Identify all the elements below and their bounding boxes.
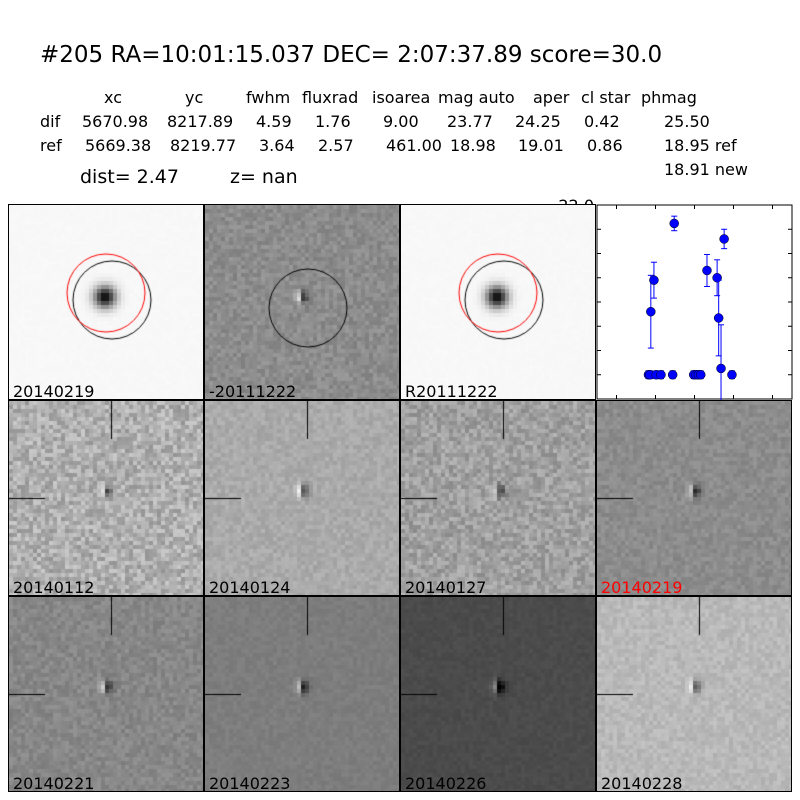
stamp-label: 20140223 — [209, 774, 291, 792]
stamp-image — [401, 401, 595, 595]
table-cell: 8217.89 — [167, 112, 234, 131]
stamp-image — [401, 597, 595, 791]
image-stamp[interactable]: R20111222 — [400, 204, 596, 400]
image-stamp[interactable]: 20140112 — [8, 400, 204, 596]
table-cell: 23.77 — [447, 112, 493, 131]
image-stamp[interactable]: 20140226 — [400, 596, 596, 792]
stamp-image — [205, 597, 399, 791]
table-cell: 0.86 — [587, 136, 623, 155]
data-point — [712, 273, 722, 283]
column-header: mag auto — [438, 88, 515, 107]
stamp-image — [9, 401, 203, 595]
stamp-image — [205, 401, 399, 595]
stamp-image — [401, 205, 595, 399]
data-point — [695, 370, 706, 380]
stamp-label: 20140219 — [13, 382, 95, 400]
table-cell: 1.76 — [315, 112, 351, 131]
row-label: dif — [40, 112, 61, 131]
table-cell: 18.98 — [450, 136, 496, 155]
image-stamp[interactable]: 20140219 — [8, 204, 204, 400]
data-point — [669, 218, 679, 229]
stamp-image — [9, 597, 203, 791]
data-point — [667, 370, 678, 380]
stamp-label: 20140219 — [601, 578, 683, 596]
phmag-new: 18.91 new — [664, 160, 748, 179]
column-header: cl star — [581, 88, 631, 107]
table-cell: 24.25 — [515, 112, 561, 131]
candidate-title: #205 RA=10:01:15.037 DEC= 2:07:37.89 sco… — [40, 42, 663, 68]
stamp-label: 20140112 — [13, 578, 95, 596]
column-header: phmag — [641, 88, 697, 107]
table-cell: 3.64 — [259, 136, 295, 155]
stamp-label: 20140124 — [209, 578, 291, 596]
column-header: yc — [185, 88, 204, 107]
table-cell: 0.42 — [584, 112, 620, 131]
plot-area — [596, 204, 793, 400]
data-point — [649, 275, 659, 285]
image-stamp[interactable]: 20140219 — [596, 400, 792, 596]
table-cell: 4.59 — [256, 112, 292, 131]
table-cell: 2.57 — [318, 136, 354, 155]
data-point — [656, 370, 666, 380]
table-cell: 5670.98 — [82, 112, 149, 131]
column-header: xc — [104, 88, 122, 107]
data-point — [646, 306, 656, 317]
data-point — [702, 265, 712, 276]
stamp-image — [597, 401, 791, 595]
column-header: fwhm — [246, 88, 291, 107]
stamp-label: R20111222 — [405, 382, 498, 400]
image-stamp[interactable]: 20140124 — [204, 400, 400, 596]
table-cell: 19.01 — [518, 136, 564, 155]
image-stamp[interactable]: 20140223 — [204, 596, 400, 792]
table-cell: 461.00 — [386, 136, 442, 155]
table-cell: 25.50 — [664, 112, 710, 131]
table-cell: 8219.77 — [170, 136, 237, 155]
image-stamp[interactable]: 20140228 — [596, 596, 792, 792]
data-point — [716, 363, 726, 374]
dist-text: dist= 2.47 — [80, 166, 179, 188]
table-cell: 9.00 — [383, 112, 419, 131]
column-header: fluxrad — [302, 88, 359, 107]
column-header: aper — [533, 88, 570, 107]
stamp-image — [9, 205, 203, 399]
z-text: z= nan — [230, 166, 298, 188]
data-point — [727, 370, 737, 380]
image-stamp[interactable]: -20111222 — [204, 204, 400, 400]
stamp-image — [205, 205, 399, 399]
stamp-label: 20140221 — [13, 774, 95, 792]
stamp-label: 20140228 — [601, 774, 683, 792]
data-point — [713, 313, 724, 323]
stamp-label: 20140226 — [405, 774, 487, 792]
image-stamp[interactable]: 20140221 — [8, 596, 204, 792]
data-point — [719, 234, 729, 244]
table-cell: 18.95 ref — [664, 136, 737, 155]
stamp-label: -20111222 — [209, 382, 297, 400]
stamp-label: 20140127 — [405, 578, 487, 596]
image-stamp[interactable]: 20140127 — [400, 400, 596, 596]
column-header: isoarea — [372, 88, 431, 107]
table-cell: 5669.38 — [85, 136, 152, 155]
stamp-image — [597, 597, 791, 791]
row-label: ref — [40, 136, 62, 155]
